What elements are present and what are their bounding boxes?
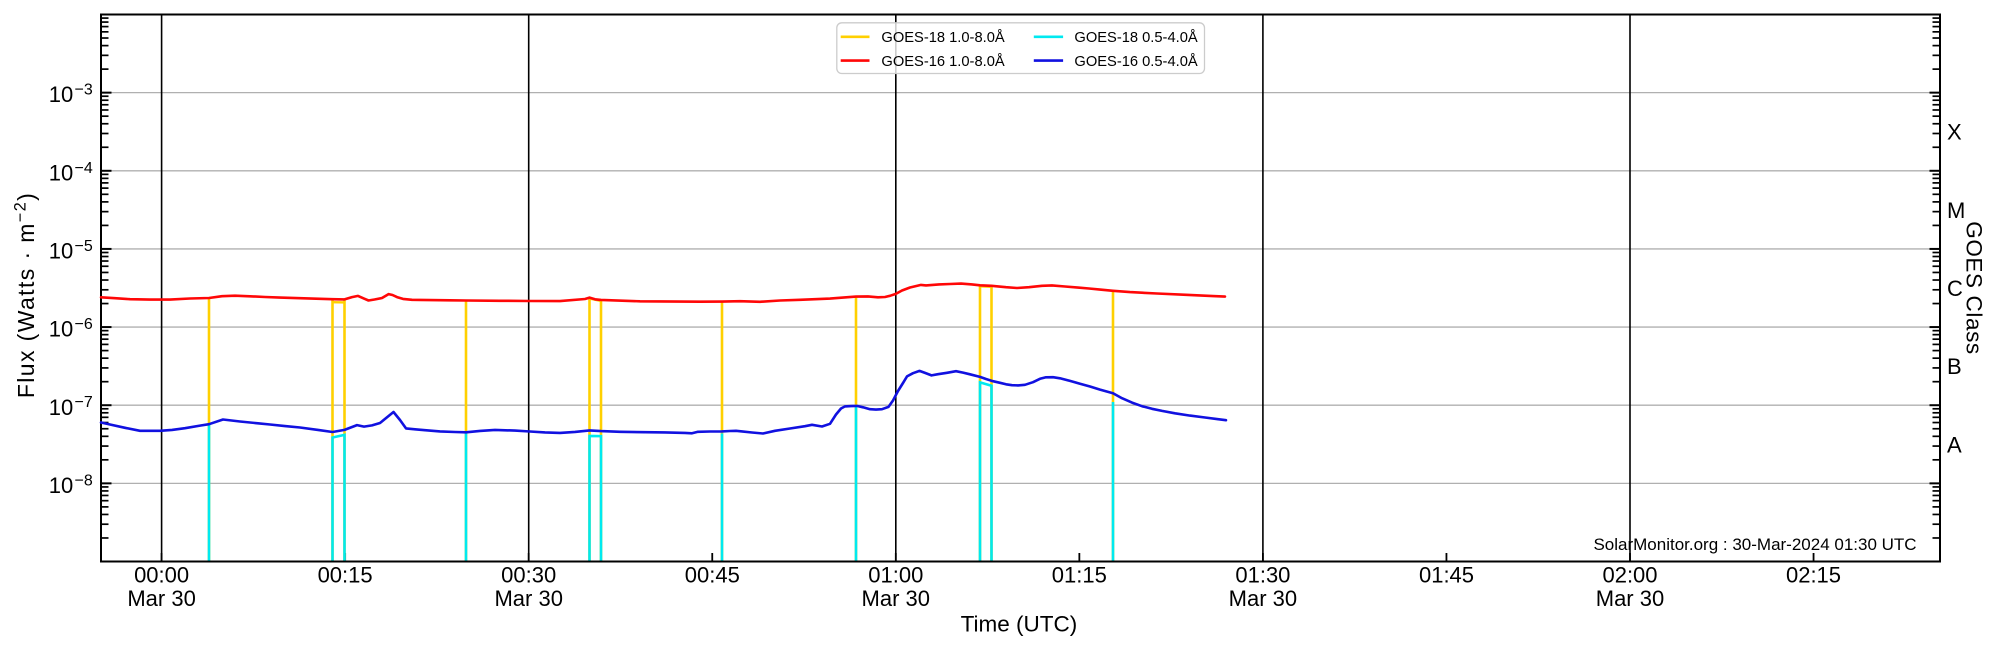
svg-text:00:30: 00:30 [501,563,556,588]
svg-text:00:00: 00:00 [134,563,189,588]
svg-text:GOES-16 0.5-4.0Å: GOES-16 0.5-4.0Å [1074,53,1197,70]
svg-text:01:45: 01:45 [1419,563,1474,588]
svg-text:GOES-18 1.0-8.0Å: GOES-18 1.0-8.0Å [881,29,1004,46]
svg-text:M: M [1947,198,1965,223]
svg-text:Mar 30: Mar 30 [494,586,562,611]
svg-text:00:15: 00:15 [318,563,373,588]
svg-text:Flux (Watts · m−2): Flux (Watts · m−2) [12,192,40,398]
svg-text:A: A [1947,432,1962,457]
svg-text:00:45: 00:45 [685,563,740,588]
svg-text:01:30: 01:30 [1235,563,1290,588]
svg-text:GOES Class: GOES Class [1962,221,1987,355]
svg-text:Mar 30: Mar 30 [862,586,930,611]
svg-text:Mar 30: Mar 30 [1229,586,1297,611]
svg-text:SolarMonitor.org : 30-Mar-2024: SolarMonitor.org : 30-Mar-2024 01:30 UTC [1593,535,1916,554]
svg-text:01:00: 01:00 [868,563,923,588]
svg-text:B: B [1947,354,1962,379]
svg-text:01:15: 01:15 [1052,563,1107,588]
svg-text:02:15: 02:15 [1786,563,1841,588]
svg-text:C: C [1947,276,1963,301]
svg-text:Time (UTC): Time (UTC) [961,612,1078,637]
svg-text:GOES-18 0.5-4.0Å: GOES-18 0.5-4.0Å [1074,29,1197,46]
svg-text:GOES-16 1.0-8.0Å: GOES-16 1.0-8.0Å [881,53,1004,70]
svg-text:X: X [1947,120,1962,145]
svg-text:Mar 30: Mar 30 [127,586,195,611]
svg-text:Mar 30: Mar 30 [1596,586,1664,611]
svg-text:02:00: 02:00 [1602,563,1657,588]
